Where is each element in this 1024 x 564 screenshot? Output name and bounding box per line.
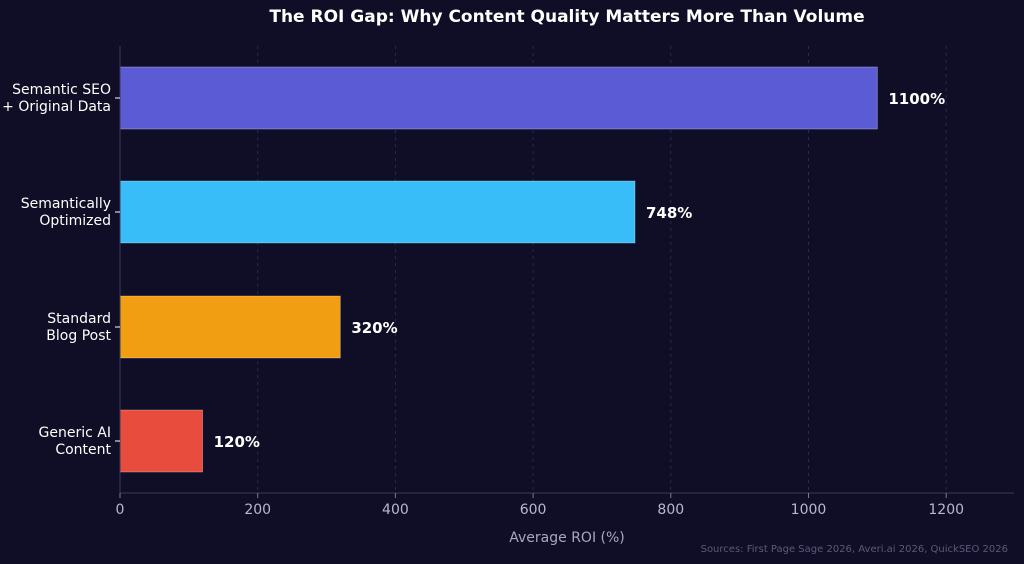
category-label-line: Blog Post (46, 328, 111, 344)
bar (119, 66, 878, 130)
data-label: 320% (351, 319, 397, 337)
chart-title: The ROI Gap: Why Content Quality Matters… (269, 7, 864, 27)
category-label-line: + Original Data (2, 99, 111, 115)
labels: 1100% 748% 320% 120% 0 200 400 600 800 1000 1200 Se… (2, 82, 964, 518)
category-label-line: Standard (47, 311, 111, 327)
category-label: Generic AI Content (39, 425, 112, 458)
bar (119, 409, 204, 473)
bar (119, 180, 636, 244)
source-note: Sources: First Page Sage 2026, Averi.ai … (701, 544, 1008, 555)
x-tick-label: 600 (520, 502, 547, 518)
category-label-line: Semantic SEO (12, 82, 111, 98)
x-tick-label: 0 (116, 502, 125, 518)
category-label: Standard Blog Post (46, 311, 111, 344)
x-tick-label: 1200 (928, 502, 964, 518)
x-tick-label: 1000 (791, 502, 827, 518)
data-label: 1100% (888, 90, 945, 108)
category-label-line: Content (55, 442, 111, 458)
category-label: Semantically Optimized (21, 196, 111, 229)
bar (119, 295, 341, 359)
category-label-line: Optimized (39, 213, 111, 229)
data-label: 748% (646, 204, 692, 222)
category-label: Semantic SEO + Original Data (2, 82, 111, 115)
data-label: 120% (214, 433, 260, 451)
axes (115, 46, 1014, 498)
x-tick-label: 800 (657, 502, 684, 518)
category-label-line: Semantically (21, 196, 111, 212)
gridlines (257, 46, 947, 493)
x-tick-label: 200 (244, 502, 271, 518)
category-label-line: Generic AI (39, 425, 111, 441)
x-tick-label: 400 (382, 502, 409, 518)
x-axis-title: Average ROI (%) (509, 530, 625, 546)
